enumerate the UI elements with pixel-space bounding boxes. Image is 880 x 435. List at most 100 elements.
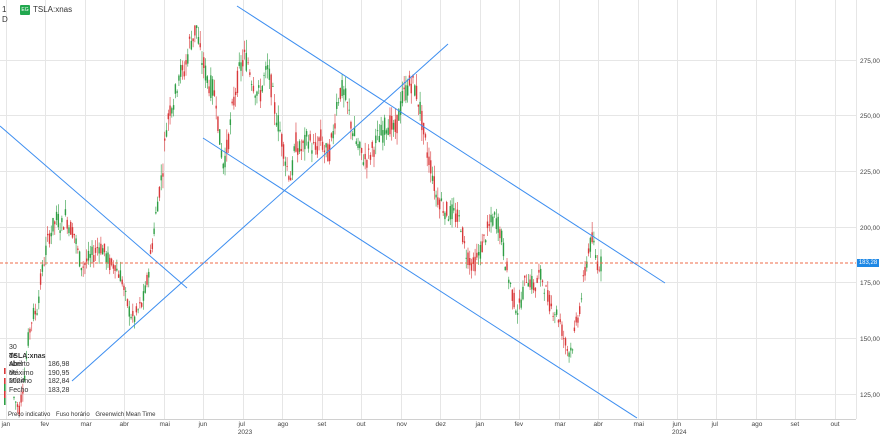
candle-body [109,257,111,270]
candle-body [121,279,123,285]
candle-body [486,221,489,229]
candle-body [75,238,77,244]
candle-body [46,233,49,236]
candle-body [593,240,595,243]
trendline-channel-top[interactable] [236,5,666,284]
x-tick-label: set [318,421,327,428]
y-tick-label: 125,00 [860,392,880,399]
candle-body [477,251,480,256]
candle-body [399,101,402,115]
candle-body [596,261,599,271]
candle-body [366,159,368,168]
symbol-label[interactable]: TSLA:xnas [33,5,73,14]
candle-body [355,141,357,145]
x-tick-label: jul [238,421,246,428]
candle-body [282,144,285,159]
candle-body [396,114,398,134]
y-tick-label: 225,00 [860,169,880,176]
candle-body [155,211,157,214]
candle-body [385,130,388,134]
candle-body [571,349,574,351]
candle-body [525,282,528,283]
candle-body [522,286,524,300]
trendline-channel-bottom[interactable] [202,137,638,419]
x-tick-label: nov [397,421,408,428]
candle-body [465,257,467,259]
candle-body [297,148,299,155]
candle-body [32,307,35,320]
candle-body [80,267,83,271]
candle-body [20,394,22,403]
info-mini-candle [4,391,6,398]
trendlines [0,5,666,419]
candle-body [162,173,164,177]
candle-body [107,252,109,264]
candle-body [258,85,260,88]
timeframe-label[interactable]: 1 D [2,5,8,24]
candle-body [511,289,514,301]
candle-body [45,245,47,256]
candle-body [100,243,102,254]
x-axis: jan fev mar abr mai jun jul ago set out nov dez jan f… [0,419,856,435]
candle-body [461,227,464,243]
candle-body [428,156,430,166]
candle-body [190,40,193,50]
candle-body [406,85,409,96]
y-tick-label: 275,00 [860,58,880,65]
candle-body [52,217,54,232]
candle-body [357,144,359,148]
info-mini-candle [4,384,6,392]
candle-body [13,397,15,399]
candle-body [506,261,508,271]
candle-body [575,316,577,323]
candle-body [387,127,389,135]
candle-body [508,279,510,283]
candle-body [378,135,381,143]
candle-body [550,303,553,307]
x-tick-label: out [831,421,840,428]
candle-body [174,84,177,94]
candle-body [180,64,182,77]
candle-body [148,271,150,278]
candle-body [414,85,416,96]
candle-body [41,264,44,272]
candle-body [447,219,450,221]
candle-body [66,219,68,229]
candle-body [23,375,26,381]
candle-body [91,246,93,256]
candle-body [401,90,404,104]
x-tick-label: jan [475,421,485,428]
candle-body [36,313,38,315]
candle-body [203,57,205,69]
candle-body [541,280,544,282]
candle-body [350,121,352,129]
candle-body [334,123,336,129]
candle-body [532,282,535,291]
candle-body [417,104,420,107]
candle-body [398,109,400,121]
candle-body [391,115,393,130]
candle-body [105,253,107,263]
trendline-descending-upper[interactable] [0,125,188,289]
candle-body [305,131,308,137]
candle-body [211,79,214,96]
candle-body [167,113,169,120]
candle-body [142,291,145,301]
candle-body [194,25,196,36]
x-tick-label: jul [711,421,719,428]
x-tick-label: dez [436,421,446,428]
candle-body [220,150,223,158]
candle-body [426,152,428,158]
trendline-ascending[interactable] [71,43,449,382]
candle-body [146,274,148,285]
candle-body [382,130,384,143]
x-tick-label: mar [81,421,93,428]
candle-body [460,231,462,232]
x-tick-label: fev [515,421,524,428]
candle-body [281,134,283,147]
x-tick-label: jun [198,421,208,428]
candle-body [178,75,180,81]
candle-body [499,229,501,239]
candle-body [286,165,288,167]
